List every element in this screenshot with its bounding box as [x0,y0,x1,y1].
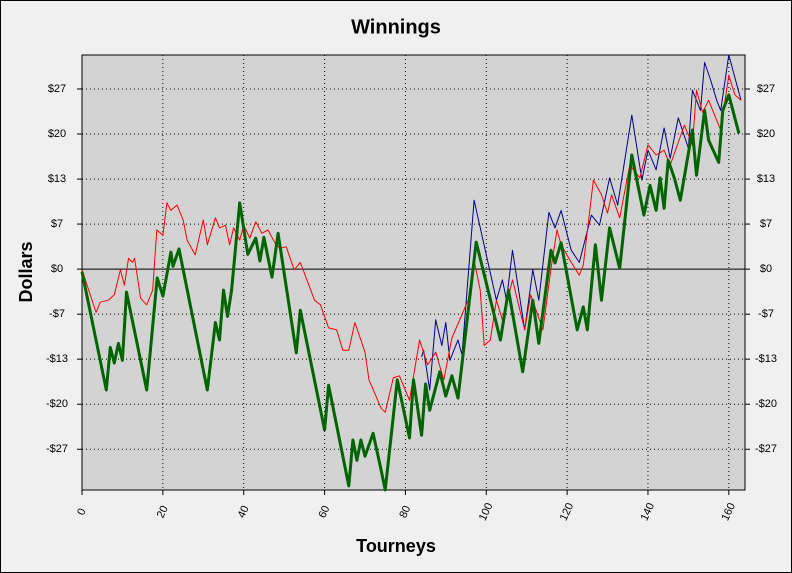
y2-tick-label: $7 [760,218,772,230]
y2-tick-label: -$13 [755,353,777,365]
x-tick-label: 20 [155,504,171,520]
y2-tick-label: $27 [757,83,775,95]
x-axis-label: Tourneys [356,536,436,556]
y-tick-label: $20 [48,128,66,140]
y2-tick-label: -$27 [755,443,777,455]
y-tick-label: $7 [51,218,63,230]
y-tick-label: -$27 [46,443,68,455]
x-tick-label: 0 [75,507,88,518]
x-tick-label: 60 [316,504,332,520]
y-tick-label: -$13 [46,353,68,365]
y2-tick-label: -$7 [758,308,774,320]
y2-tick-label: $20 [757,128,775,140]
y-tick-label: $13 [48,173,66,185]
y-axis-label: Dollars [16,241,36,302]
y2-tick-label: -$20 [755,398,777,410]
series-line [80,93,741,492]
series-line [421,54,742,391]
y-tick-label: $27 [48,83,66,95]
x-tick-label: 40 [236,504,252,520]
y-tick-label: -$20 [46,398,68,410]
plot-area [81,54,746,491]
y2-tick-label: $13 [757,173,775,185]
y-tick-label: -$7 [49,308,65,320]
series-line [81,74,742,413]
chart-title: Winnings [351,16,441,38]
x-tick-label: 80 [397,504,413,520]
y-tick-label: $0 [51,263,63,275]
y2-tick-label: $0 [760,263,772,275]
